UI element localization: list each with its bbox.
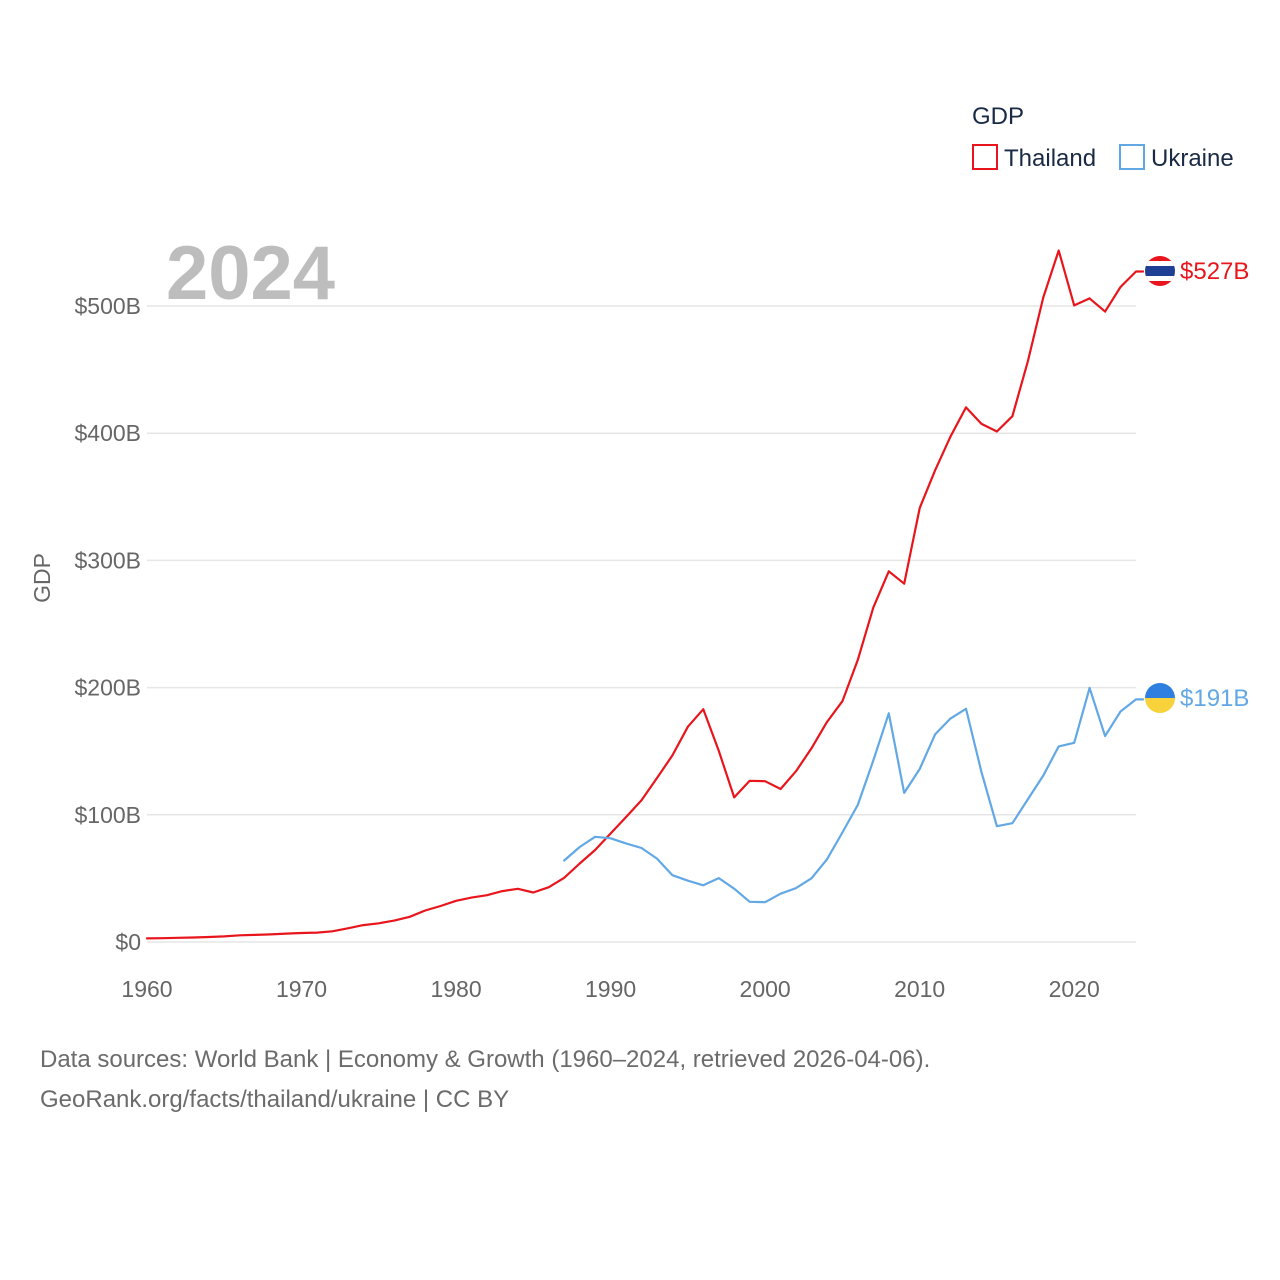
legend-swatch-thailand <box>972 144 998 170</box>
x-tick-label-2010: 2010 <box>894 976 945 1002</box>
year-label: 2024 <box>166 231 335 316</box>
y-tick-label-200: $200B <box>74 675 141 701</box>
y-axis-title: GDP <box>29 553 55 603</box>
ukraine-end-value: $191B <box>1180 685 1249 712</box>
thailand-end-value: $527B <box>1180 258 1249 285</box>
ukraine-flag-icon <box>1145 683 1175 713</box>
gdp-line-chart: $0 $100B $200B $300B $400B $500B 1960 1970 1980… <box>29 103 1249 1002</box>
legend-item-ukraine[interactable]: Ukraine <box>1119 144 1234 172</box>
source-credit: GeoRank.org/facts/thailand/ukraine | CC … <box>40 1086 510 1113</box>
x-tick-label-2000: 2000 <box>740 976 791 1002</box>
y-tick-label-400: $400B <box>74 420 141 446</box>
x-tick-label-1980: 1980 <box>430 976 481 1002</box>
x-tick-label-1970: 1970 <box>276 976 327 1002</box>
x-tick-label-1960: 1960 <box>121 976 172 1002</box>
y-tick-label-500: $500B <box>74 293 141 319</box>
data-sources-note: Data sources: World Bank | Economy & Gro… <box>40 1046 931 1073</box>
legend: GDP Thailand Ukraine <box>972 103 1234 172</box>
y-tick-label-100: $100B <box>74 802 141 828</box>
y-axis-ticks: $0 $100B $200B $300B $400B $500B <box>74 293 141 955</box>
legend-item-thailand[interactable]: Thailand <box>972 144 1096 172</box>
y-tick-label-0: $0 <box>115 929 141 955</box>
legend-swatch-ukraine <box>1119 144 1145 170</box>
x-axis-ticks: 1960 1970 1980 1990 2000 2010 2020 <box>121 976 1099 1002</box>
thailand-end-marker: $527B <box>1145 256 1249 286</box>
y-tick-label-300: $300B <box>74 547 141 573</box>
gridlines <box>147 305 1136 943</box>
footer: Data sources: World Bank | Economy & Gro… <box>40 1040 1240 1120</box>
thailand-flag-icon <box>1145 256 1175 286</box>
legend-title: GDP <box>972 103 1024 130</box>
ukraine-end-marker: $191B <box>1145 683 1249 713</box>
ukraine-gdp-line[interactable] <box>563 686 1145 904</box>
legend-label-thailand: Thailand <box>1004 145 1096 172</box>
legend-label-ukraine: Ukraine <box>1151 145 1234 172</box>
x-tick-label-2020: 2020 <box>1049 976 1100 1002</box>
x-tick-label-1990: 1990 <box>585 976 636 1002</box>
thailand-gdp-line[interactable] <box>145 249 1145 940</box>
series-lines <box>145 249 1145 940</box>
